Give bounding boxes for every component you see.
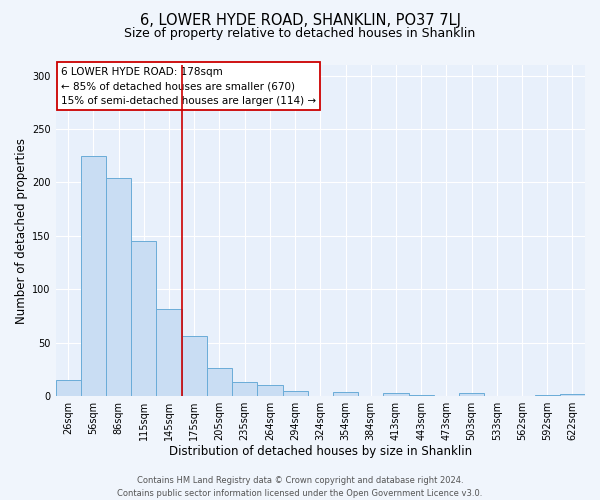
- Text: Size of property relative to detached houses in Shanklin: Size of property relative to detached ho…: [124, 28, 476, 40]
- Bar: [157, 308, 182, 396]
- Bar: [333, 392, 358, 396]
- Bar: [182, 336, 207, 396]
- Bar: [207, 368, 232, 396]
- Bar: [81, 156, 106, 396]
- Bar: [459, 393, 484, 396]
- Bar: [232, 382, 257, 396]
- Bar: [383, 393, 409, 396]
- Bar: [106, 178, 131, 396]
- Y-axis label: Number of detached properties: Number of detached properties: [15, 138, 28, 324]
- X-axis label: Distribution of detached houses by size in Shanklin: Distribution of detached houses by size …: [169, 444, 472, 458]
- Bar: [56, 380, 81, 396]
- Bar: [257, 386, 283, 396]
- Bar: [283, 391, 308, 396]
- Text: Contains HM Land Registry data © Crown copyright and database right 2024.
Contai: Contains HM Land Registry data © Crown c…: [118, 476, 482, 498]
- Bar: [560, 394, 585, 396]
- Bar: [409, 395, 434, 396]
- Bar: [535, 395, 560, 396]
- Text: 6 LOWER HYDE ROAD: 178sqm
← 85% of detached houses are smaller (670)
15% of semi: 6 LOWER HYDE ROAD: 178sqm ← 85% of detac…: [61, 66, 316, 106]
- Bar: [131, 241, 157, 396]
- Text: 6, LOWER HYDE ROAD, SHANKLIN, PO37 7LJ: 6, LOWER HYDE ROAD, SHANKLIN, PO37 7LJ: [139, 12, 461, 28]
